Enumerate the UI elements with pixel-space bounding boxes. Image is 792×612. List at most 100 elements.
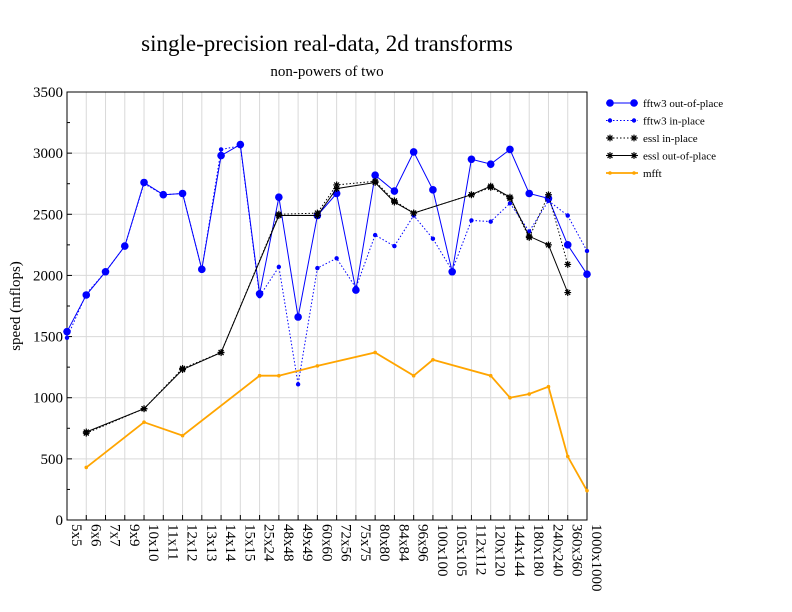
x-tick-label: 144x144 [511, 524, 527, 577]
x-tick-label: 240x240 [549, 524, 565, 577]
x-tick-label: 14x14 [222, 524, 238, 562]
data-point [257, 294, 262, 299]
legend-entry: mfft [606, 168, 662, 180]
legend-label: essl out-of-place [643, 151, 716, 163]
x-tick-label: 100x100 [434, 524, 450, 577]
chart-subtitle: non-powers of two [270, 64, 383, 80]
data-point [468, 191, 475, 199]
data-point [140, 405, 148, 413]
x-tick-label: 105x105 [453, 524, 469, 577]
data-point [606, 152, 614, 159]
x-tick-label: 49x49 [299, 524, 315, 562]
x-tick-label: 360x360 [569, 524, 585, 577]
legend-entry: fftw3 out-of-place [606, 98, 723, 110]
x-tick-label: 5x5 [68, 524, 84, 547]
data-point [84, 465, 89, 470]
data-point [313, 212, 321, 219]
data-point [507, 201, 513, 206]
data-point [564, 289, 572, 296]
legend-label: mfft [643, 168, 662, 180]
series-line [86, 181, 569, 433]
legend-entry: essl out-of-place [606, 151, 716, 163]
y-tick-label: 1000 [33, 391, 63, 407]
y-tick-label: 3000 [33, 146, 63, 162]
data-point [353, 285, 359, 290]
data-point [275, 212, 283, 219]
x-tick-label: 48x48 [280, 524, 296, 562]
x-tick-label: 15x15 [241, 524, 257, 562]
data-point [608, 171, 612, 175]
data-point [488, 219, 493, 224]
data-point [141, 181, 147, 186]
data-point [217, 349, 225, 356]
x-tick-label: 96x96 [415, 524, 431, 562]
data-point [276, 264, 282, 270]
legend-label: essl in-place [643, 133, 698, 145]
legend-entry: essl in-place [606, 133, 698, 145]
data-point [583, 270, 591, 279]
x-tick-label: 72x56 [338, 524, 354, 562]
data-point [429, 186, 437, 194]
series-line [86, 180, 569, 434]
x-tick-label: 10x10 [145, 524, 161, 562]
data-point [63, 327, 71, 336]
legend-label: fftw3 out-of-place [643, 98, 723, 110]
data-point [180, 191, 185, 196]
data-point [506, 193, 514, 201]
data-point [84, 291, 89, 296]
data-point [179, 366, 186, 373]
x-tick-label: 6x6 [87, 524, 103, 547]
data-point [277, 373, 281, 378]
data-point [525, 189, 534, 198]
data-point [546, 384, 551, 389]
y-ticks: 0 500 1000 1500 2000 2500 3000 3500 [33, 85, 72, 529]
data-point [315, 265, 320, 271]
data-point [527, 392, 532, 396]
data-point [294, 313, 302, 321]
data-point [409, 148, 418, 156]
data-point [257, 373, 262, 378]
series [63, 140, 591, 493]
y-tick-label: 1500 [33, 330, 63, 346]
data-point [392, 243, 397, 249]
series-3 [82, 179, 572, 436]
grid [66, 91, 588, 521]
data-point [630, 152, 638, 159]
data-point [371, 171, 379, 179]
data-point [103, 269, 108, 274]
data-point [217, 151, 225, 160]
y-tick-label: 500 [41, 452, 64, 468]
data-point [565, 454, 570, 459]
data-point [585, 488, 589, 493]
legend-entry: fftw3 in-place [606, 116, 705, 128]
series-0 [63, 140, 591, 336]
data-point [631, 118, 637, 123]
data-point [371, 179, 379, 186]
data-point [333, 181, 341, 189]
data-point [508, 395, 512, 400]
data-point [295, 382, 301, 387]
data-point [527, 229, 532, 234]
data-point [506, 145, 514, 154]
legend: fftw3 out-of-place fftw3 in-place essl in-… [606, 98, 723, 180]
data-point [563, 241, 572, 249]
legend-label: fftw3 in-place [643, 116, 705, 128]
data-point [199, 267, 205, 272]
x-tick-label: 84x84 [395, 524, 411, 562]
data-point [218, 147, 224, 152]
y-tick-label: 2000 [33, 268, 63, 284]
data-point [430, 236, 436, 241]
series-line [66, 145, 588, 385]
x-ticks: 5x5 6x6 7x7 9x9 10x10 11x11 12x12 13x13 14x14 15x… [66, 515, 604, 592]
x-tick-label: 9x9 [126, 524, 142, 547]
x-tick-label: 180x180 [530, 524, 546, 577]
x-tick-label: 12x12 [184, 524, 200, 562]
data-point [564, 261, 572, 268]
data-point [431, 358, 435, 362]
data-point [180, 433, 185, 438]
y-tick-label: 2500 [33, 207, 63, 223]
series-4 [84, 350, 589, 493]
data-point [391, 198, 398, 206]
data-point [630, 134, 638, 142]
data-point [315, 364, 320, 368]
